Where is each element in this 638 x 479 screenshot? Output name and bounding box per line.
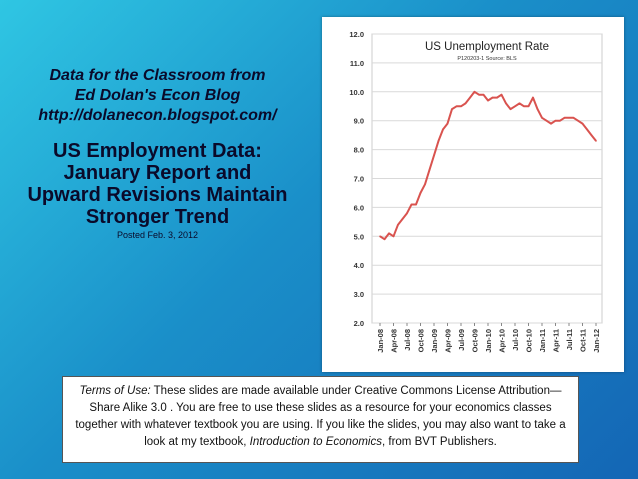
x-tick-label: Apr-08: [390, 329, 399, 353]
y-tick-label: 8.0: [354, 146, 364, 155]
x-tick-label: Jul-08: [403, 329, 412, 351]
x-tick-label: Jul-11: [565, 329, 574, 350]
y-tick-label: 10.0: [349, 88, 364, 97]
data-point: [590, 134, 593, 136]
x-tick-label: Oct-08: [417, 329, 426, 352]
data-point: [460, 105, 462, 108]
title-block: Data for the Classroom from Ed Dolan's E…: [20, 66, 295, 240]
terms-text-2: , from BVT Publishers.: [381, 436, 497, 448]
data-point: [379, 235, 381, 238]
data-point: [487, 99, 489, 102]
blog-url[interactable]: http://dolanecon.blogspot.com/: [38, 107, 277, 124]
x-tick-label: Jan-11: [538, 329, 547, 352]
data-point: [419, 192, 422, 194]
y-tick-label: 6.0: [354, 203, 364, 212]
data-point: [518, 102, 521, 105]
x-tick-label: Oct-11: [579, 329, 588, 352]
data-point: [586, 128, 588, 131]
y-tick-label: 5.0: [354, 232, 364, 241]
textbook-title: Introduction to Economics: [249, 436, 382, 448]
data-point: [406, 212, 408, 214]
data-point: [397, 223, 399, 226]
terms-of-use: Terms of Use: These slides are made avai…: [62, 376, 579, 463]
data-point: [482, 93, 485, 96]
x-tick-label: Apr-09: [444, 329, 453, 353]
y-tick-label: 7.0: [354, 175, 364, 184]
y-tick-label: 3.0: [354, 290, 364, 299]
data-point: [464, 102, 467, 105]
x-tick-label: Oct-09: [471, 329, 480, 352]
data-point: [455, 105, 458, 108]
headline-line-2: January Report and: [63, 162, 252, 184]
x-tick-label: Jan-09: [430, 329, 439, 353]
data-point: [442, 128, 444, 131]
data-point: [554, 119, 557, 122]
data-point: [491, 96, 494, 99]
y-tick-label: 2.0: [354, 319, 364, 328]
data-point: [568, 117, 570, 119]
terms-text-1: These slides are made available under Cr…: [75, 385, 566, 448]
x-tick-label: Jul-09: [457, 329, 466, 351]
x-tick-label: Jan-10: [484, 329, 493, 353]
data-point: [523, 105, 525, 108]
data-point: [437, 140, 440, 142]
data-point: [392, 235, 395, 238]
x-tick-label: Oct-10: [525, 329, 534, 352]
x-tick-label: Jul-10: [511, 329, 520, 351]
chart-subtitle: P120203-1 Source: BLS: [457, 56, 517, 62]
y-tick-label: 4.0: [354, 261, 364, 270]
headline-line-4: Stronger Trend: [85, 206, 230, 228]
data-point: [563, 117, 566, 119]
data-point: [473, 91, 476, 93]
chart-svg: 2.0 3.0 4.0 5.0 6.0 7.0 8.0 9.0 10.0 11.0 12.0 Jan-…: [349, 30, 603, 353]
headline-line-3: Upward Revisions Maintain: [27, 184, 288, 206]
data-point: [514, 105, 516, 108]
data-point: [401, 218, 404, 220]
data-point: [541, 117, 543, 119]
slide-headline: US Employment Data: January Report and U…: [20, 140, 295, 228]
data-point: [559, 119, 561, 122]
y-tick-label: 9.0: [354, 117, 364, 126]
data-point: [388, 232, 390, 235]
data-point: [545, 119, 548, 122]
y-tick-label: 11.0: [350, 59, 364, 68]
x-tick-label: Jan-08: [376, 329, 385, 353]
data-point: [415, 203, 417, 206]
data-point: [478, 93, 480, 96]
unemployment-chart: 2.0 3.0 4.0 5.0 6.0 7.0 8.0 9.0 10.0 11.0 12.0 Jan-…: [322, 17, 624, 372]
terms-label: Terms of Use:: [79, 385, 151, 397]
data-point: [536, 108, 539, 110]
x-tick-label: Apr-10: [498, 329, 507, 353]
posted-date: Posted Feb. 3, 2012: [116, 230, 199, 240]
data-point: [383, 238, 386, 240]
data-point: [595, 140, 597, 142]
headline-line-1: US Employment Data:: [53, 140, 262, 162]
data-point: [496, 96, 498, 99]
data-point: [572, 117, 575, 119]
chart-title: US Unemployment Rate: [425, 41, 549, 53]
data-point: [469, 96, 471, 99]
data-point: [532, 96, 534, 99]
byline-line-2: Ed Dolan's Econ Blog: [74, 87, 241, 104]
data-point: [577, 119, 579, 122]
data-point: [446, 122, 449, 125]
data-point: [410, 203, 413, 206]
x-tick-label: Jan-12: [592, 329, 601, 353]
byline-line-1: Data for the Classroom from: [49, 67, 266, 84]
data-point: [527, 105, 530, 108]
data-point: [428, 169, 431, 171]
y-tick-label: 12.0: [349, 30, 364, 39]
data-point: [451, 108, 453, 110]
data-point: [433, 154, 435, 157]
data-point: [424, 183, 426, 186]
data-point: [581, 122, 584, 125]
data-point: [550, 122, 552, 125]
data-point: [505, 102, 507, 105]
data-point: [509, 108, 512, 110]
data-point: [500, 93, 503, 96]
x-tick-label: Apr-11: [552, 329, 561, 352]
